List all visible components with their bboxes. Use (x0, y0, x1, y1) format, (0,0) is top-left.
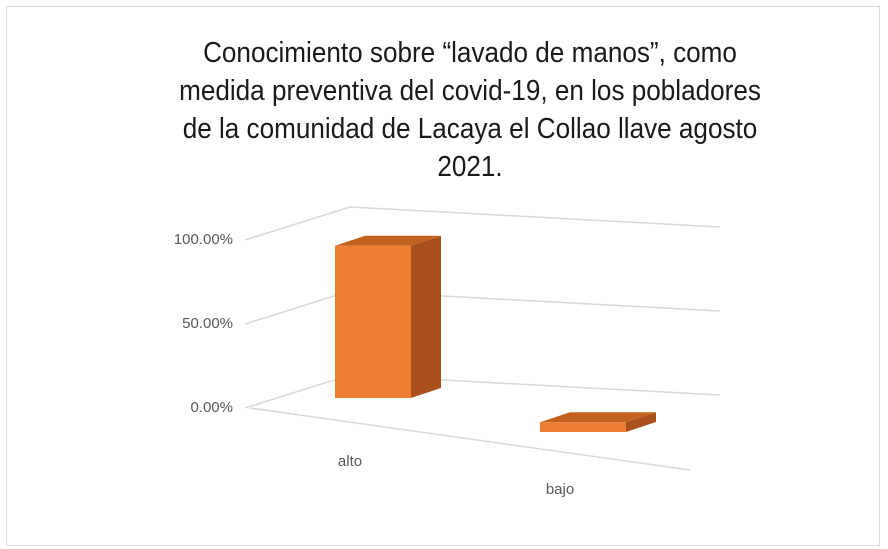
bar-front (335, 245, 411, 398)
bar-front (540, 422, 626, 432)
x-tick-label: alto (338, 453, 362, 470)
floor-edge (249, 407, 691, 471)
chart-frame (6, 6, 880, 546)
x-tick-label: bajo (546, 481, 574, 498)
grid-line (244, 374, 721, 409)
bar (540, 412, 656, 432)
bar (335, 235, 441, 398)
bar-top (540, 412, 656, 423)
chart-title: Conocimiento sobre “lavado de manos”, co… (179, 37, 761, 183)
y-tick-label: 100.00% (174, 231, 233, 248)
grid-line (244, 290, 721, 325)
y-tick-label: 50.00% (182, 315, 233, 332)
bar-side (411, 235, 441, 398)
y-tick-label: 0.00% (190, 399, 233, 416)
bar-side (626, 412, 656, 432)
grid-line (244, 206, 721, 241)
bar-top (335, 235, 441, 246)
